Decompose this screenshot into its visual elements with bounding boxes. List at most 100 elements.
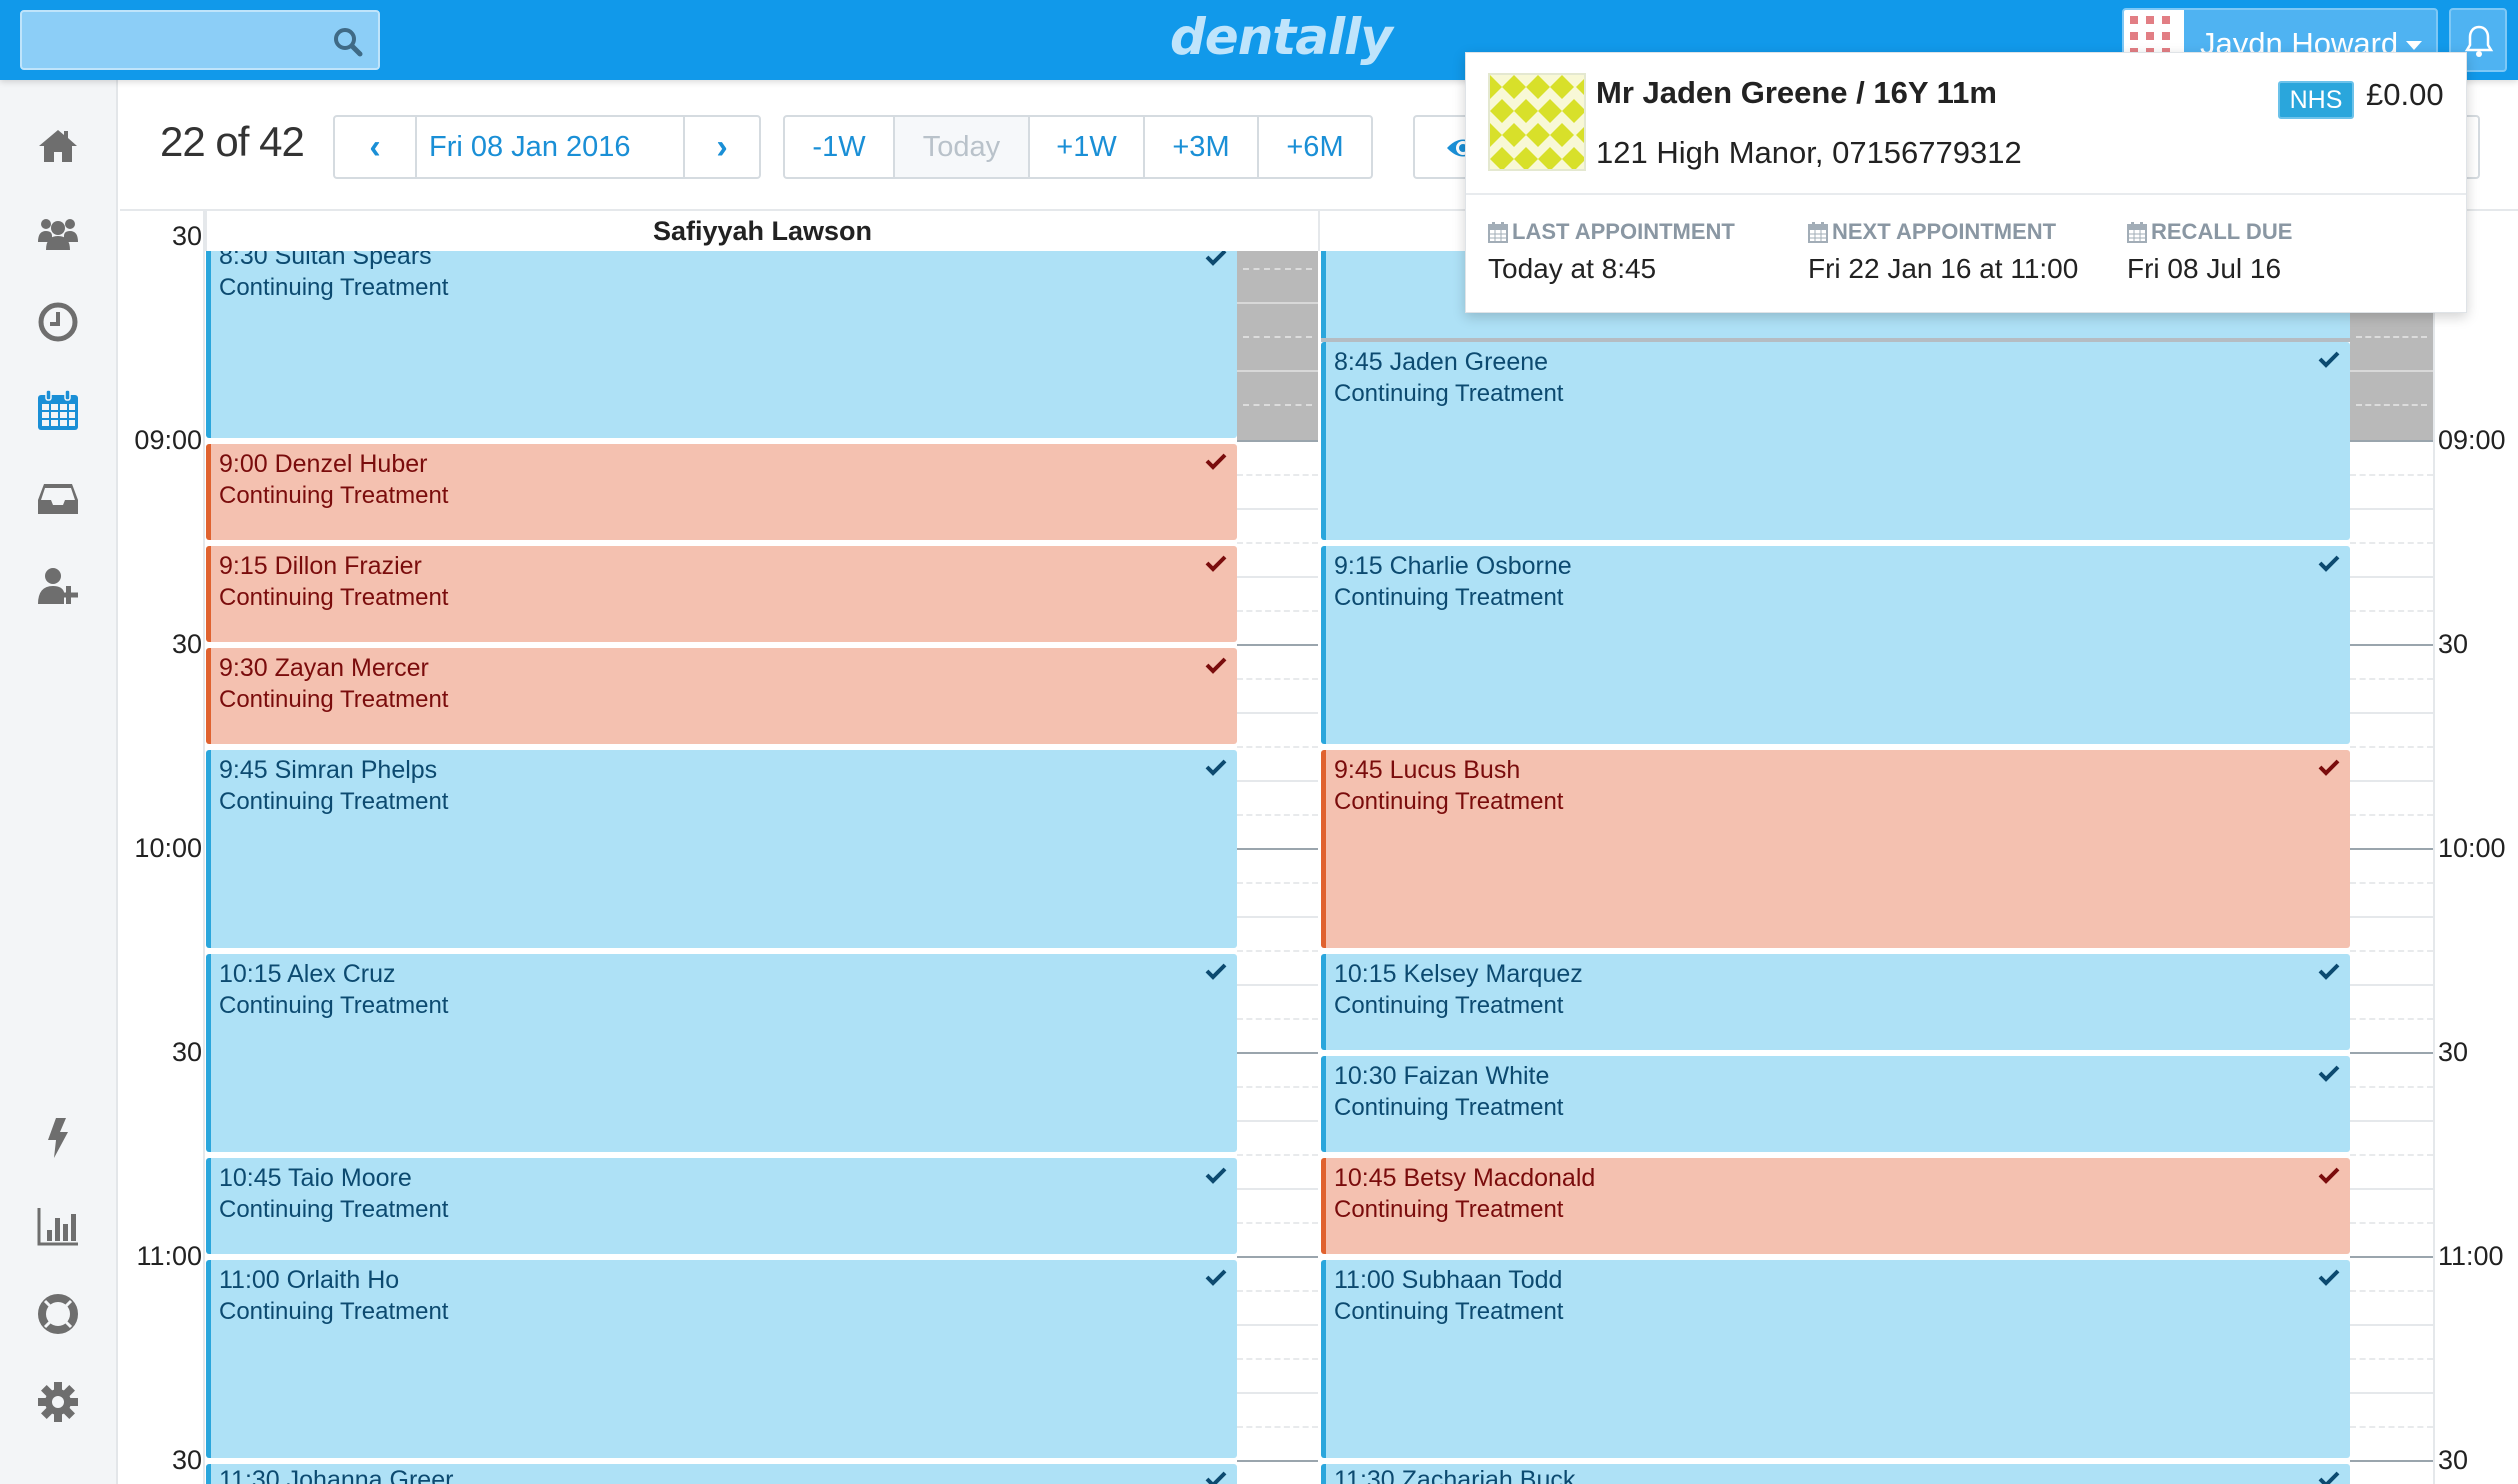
time-label: 30 — [171, 221, 202, 251]
plus-3-months-button[interactable]: +3M — [1145, 117, 1259, 177]
gear-icon — [38, 1382, 78, 1422]
open-slot-strip[interactable] — [2350, 251, 2433, 1484]
chevron-left-icon: ‹ — [369, 127, 381, 166]
appointment[interactable]: 10:30 Faizan White Continuing Treatment — [1321, 1056, 2350, 1152]
appointment-selected[interactable]: 8:45 Jaden Greene Continuing Treatment — [1321, 342, 2350, 540]
life-ring-icon — [38, 1294, 78, 1334]
dentally-logo[interactable]: dentally — [1170, 8, 1393, 66]
check-icon — [1205, 759, 1227, 776]
caret-down-icon — [2406, 41, 2423, 51]
popup-divider — [1466, 193, 2466, 195]
time-label: 10:00 — [2438, 833, 2506, 863]
appointment[interactable]: 11:00 Orlaith Ho Continuing Treatment — [206, 1260, 1237, 1458]
check-icon — [1205, 1269, 1227, 1286]
time-label: 10:00 — [134, 833, 202, 863]
today-button[interactable]: Today — [895, 117, 1030, 177]
inbox-icon — [38, 484, 78, 514]
appointment-separator — [1321, 338, 2350, 342]
sidebar-item-support[interactable] — [30, 1286, 86, 1342]
users-icon — [38, 219, 78, 250]
recall-due-field: RECALL DUE Fri 08 Jul 16 — [2127, 219, 2293, 284]
appointment[interactable]: 10:45 Taio Moore Continuing Treatment — [206, 1158, 1237, 1254]
check-icon — [2318, 555, 2340, 572]
sidebar-item-calendar[interactable] — [30, 382, 86, 438]
check-icon — [2318, 1471, 2340, 1484]
check-icon — [1205, 555, 1227, 572]
time-label: 09:00 — [134, 425, 202, 455]
appointment[interactable]: 9:15 Dillon Frazier Continuing Treatment — [206, 546, 1237, 642]
appointment[interactable]: 9:45 Lucus Bush Continuing Treatment — [1321, 750, 2350, 948]
time-label: 30 — [2438, 1037, 2469, 1067]
previous-day-button[interactable]: ‹ — [335, 117, 417, 177]
plus-1-week-button[interactable]: +1W — [1030, 117, 1145, 177]
appointment[interactable]: 9:00 Denzel Huber Continuing Treatment — [206, 444, 1237, 540]
nhs-badge: NHS — [2278, 81, 2354, 119]
date-navigator: ‹ Fri 08 Jan 2016 › — [333, 115, 761, 179]
sidebar-item-add-patient[interactable] — [30, 558, 86, 614]
sidebar-item-quick-actions[interactable] — [30, 1110, 86, 1166]
patient-balance: £0.00 — [2366, 77, 2444, 112]
calendar-icon — [1808, 222, 1828, 243]
time-label: 30 — [2438, 629, 2469, 659]
home-icon — [39, 130, 77, 162]
practitioner-header[interactable]: Safiyyah Lawson — [205, 211, 1318, 251]
open-slot-strip[interactable] — [1237, 251, 1318, 1484]
bolt-icon — [48, 1118, 68, 1158]
chevron-right-icon: › — [716, 127, 728, 166]
unavailable-block — [1237, 251, 1318, 440]
appointment[interactable]: 11:30 Zachariah Buck — [1321, 1464, 2350, 1484]
clock-icon — [38, 302, 78, 342]
left-gutter-divider — [203, 211, 205, 1484]
check-icon — [2318, 1167, 2340, 1184]
calendar-icon — [2127, 222, 2147, 243]
next-appointment-field: NEXT APPOINTMENT Fri 22 Jan 16 at 11:00 — [1808, 219, 2079, 284]
appointment[interactable]: 10:45 Betsy Macdonald Continuing Treatme… — [1321, 1158, 2350, 1254]
time-label: 30 — [171, 629, 202, 659]
appointment[interactable]: 10:15 Alex Cruz Continuing Treatment — [206, 954, 1237, 1152]
search-input[interactable] — [20, 10, 380, 70]
check-icon — [2318, 759, 2340, 776]
search-icon[interactable] — [332, 26, 364, 58]
appointment[interactable]: 10:15 Kelsey Marquez Continuing Treatmen… — [1321, 954, 2350, 1050]
time-label: 30 — [171, 1037, 202, 1067]
bell-icon — [2464, 25, 2494, 57]
time-label: 30 — [2438, 1445, 2469, 1475]
right-gutter-divider — [2433, 211, 2435, 1484]
time-label: 11:00 — [2438, 1241, 2504, 1271]
check-icon — [2318, 351, 2340, 368]
next-day-button[interactable]: › — [685, 117, 759, 177]
appointment[interactable]: 8:30 Sultan Spears Continuing Treatment — [206, 240, 1237, 438]
sidebar-item-patients[interactable] — [30, 206, 86, 262]
patient-summary-popup: Mr Jaden Greene / 16Y 11m 121 High Manor… — [1465, 52, 2467, 313]
sidebar-item-home[interactable] — [30, 118, 86, 174]
minus-1-week-button[interactable]: -1W — [785, 117, 895, 177]
patient-name-age[interactable]: Mr Jaden Greene / 16Y 11m — [1596, 75, 1997, 110]
practitioner-counter: 22 of 42 — [160, 118, 305, 165]
sidebar-item-history[interactable] — [30, 294, 86, 350]
patient-avatar — [1488, 73, 1586, 171]
last-appointment-field: LAST APPOINTMENT Today at 8:45 — [1488, 219, 1735, 284]
sidebar-item-settings[interactable] — [30, 1374, 86, 1430]
plus-6-months-button[interactable]: +6M — [1286, 130, 1344, 163]
check-icon — [1205, 453, 1227, 470]
date-picker[interactable]: Fri 08 Jan 2016 — [417, 117, 685, 177]
check-icon — [2318, 1065, 2340, 1082]
appointment[interactable]: 9:30 Zayan Mercer Continuing Treatment — [206, 648, 1237, 744]
check-icon — [1205, 1167, 1227, 1184]
check-icon — [1205, 963, 1227, 980]
patient-address-phone: 121 High Manor, 07156779312 — [1596, 135, 2022, 170]
check-icon — [1205, 1471, 1227, 1484]
appointment[interactable]: 11:00 Subhaan Todd Continuing Treatment — [1321, 1260, 2350, 1458]
sidebar-item-inbox[interactable] — [30, 470, 86, 526]
appointment[interactable]: 11:30 Johanna Greer — [206, 1464, 1237, 1484]
appointment[interactable]: 9:15 Charlie Osborne Continuing Treatmen… — [1321, 546, 2350, 744]
bar-chart-icon — [37, 1208, 78, 1246]
check-icon — [2318, 963, 2340, 980]
time-label: 11:00 — [136, 1241, 202, 1271]
check-icon — [1205, 657, 1227, 674]
appointment[interactable]: 9:45 Simran Phelps Continuing Treatment — [206, 750, 1237, 948]
time-label: 09:00 — [2438, 425, 2506, 455]
user-plus-icon — [38, 568, 78, 604]
sidebar-item-reports[interactable] — [30, 1198, 86, 1254]
